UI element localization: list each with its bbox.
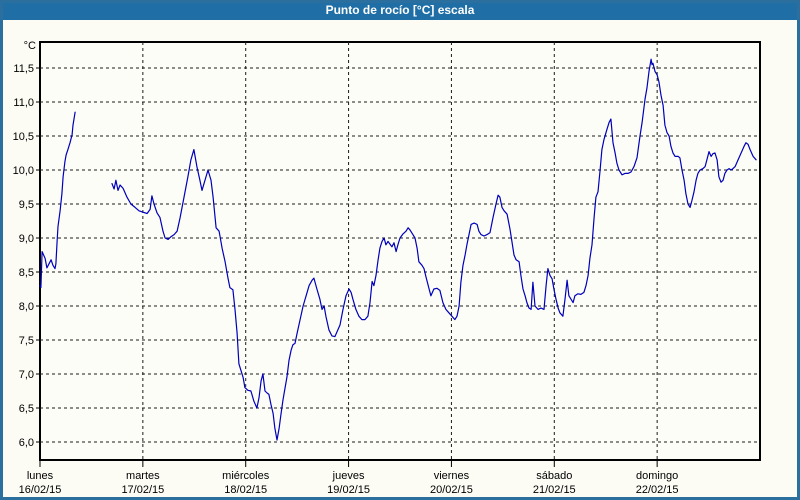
y-tick-label: 7,0 — [19, 369, 34, 381]
y-tick-label: 6,5 — [19, 403, 34, 415]
x-day-label: sábado — [536, 470, 572, 482]
y-tick-label: 10,5 — [13, 131, 34, 143]
dewpoint-line — [39, 111, 76, 289]
x-date-label: 21/02/15 — [533, 484, 576, 496]
x-day-label: domingo — [636, 470, 678, 482]
y-tick-label: 9,0 — [19, 233, 34, 245]
plot-area — [39, 41, 761, 461]
x-day-label: miércoles — [222, 470, 270, 482]
x-date-label: 19/02/15 — [327, 484, 370, 496]
x-date-label: 20/02/15 — [430, 484, 473, 496]
y-tick-label: 6,0 — [19, 437, 34, 449]
x-date-label: 18/02/15 — [224, 484, 267, 496]
chart-title-bar: Punto de rocío [°C] escala — [0, 0, 800, 20]
y-tick-label: 8,5 — [19, 267, 34, 279]
x-day-label: lunes — [27, 470, 54, 482]
y-tick-label: 9,5 — [19, 199, 34, 211]
y-tick-label: 10,0 — [13, 165, 34, 177]
x-date-label: 22/02/15 — [636, 484, 679, 496]
x-day-label: martes — [126, 470, 160, 482]
chart-title: Punto de rocío [°C] escala — [325, 3, 475, 17]
x-date-label: 16/02/15 — [19, 484, 62, 496]
x-day-label: jueves — [332, 470, 365, 482]
y-tick-label: 11,5 — [13, 63, 34, 75]
y-axis-unit-label: °C — [24, 40, 36, 52]
y-tick-label: 8,0 — [19, 301, 34, 313]
y-tick-label: 11,0 — [13, 97, 34, 109]
dewpoint-line — [111, 58, 757, 441]
x-day-label: viernes — [434, 470, 470, 482]
y-tick-label: 7,5 — [19, 335, 34, 347]
x-date-label: 17/02/15 — [121, 484, 164, 496]
